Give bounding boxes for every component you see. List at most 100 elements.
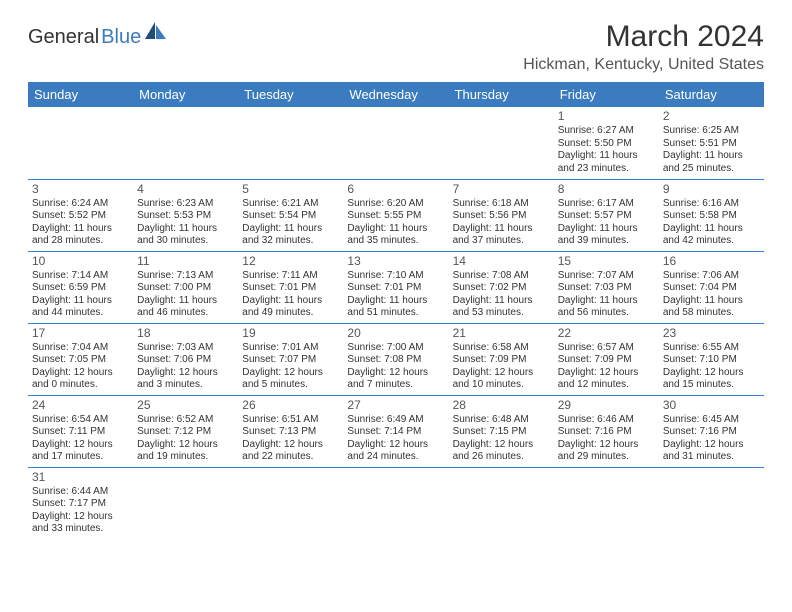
day-number: 17 (32, 326, 129, 341)
calendar-cell: 2Sunrise: 6:25 AMSunset: 5:51 PMDaylight… (659, 107, 764, 179)
day-detail: Daylight: 11 hours (558, 223, 655, 236)
calendar-cell (659, 467, 764, 539)
day-detail: Sunset: 7:09 PM (453, 354, 550, 367)
day-number: 27 (347, 398, 444, 413)
day-detail: Sunset: 5:58 PM (663, 210, 760, 223)
day-detail: Daylight: 11 hours (663, 150, 760, 163)
day-detail: Sunset: 6:59 PM (32, 282, 129, 295)
day-detail: Sunset: 7:04 PM (663, 282, 760, 295)
day-number: 2 (663, 109, 760, 124)
day-number: 28 (453, 398, 550, 413)
day-detail: Sunset: 7:05 PM (32, 354, 129, 367)
day-detail: Sunset: 7:00 PM (137, 282, 234, 295)
day-detail: Daylight: 11 hours (558, 150, 655, 163)
day-number: 30 (663, 398, 760, 413)
day-number: 7 (453, 182, 550, 197)
day-detail: Daylight: 12 hours (347, 439, 444, 452)
day-detail: Sunset: 7:17 PM (32, 498, 129, 511)
calendar-row: 1Sunrise: 6:27 AMSunset: 5:50 PMDaylight… (28, 107, 764, 179)
calendar-cell: 9Sunrise: 6:16 AMSunset: 5:58 PMDaylight… (659, 179, 764, 251)
calendar-cell: 29Sunrise: 6:46 AMSunset: 7:16 PMDayligh… (554, 395, 659, 467)
day-detail: and 25 minutes. (663, 163, 760, 176)
day-detail: and 30 minutes. (137, 235, 234, 248)
calendar-row: 10Sunrise: 7:14 AMSunset: 6:59 PMDayligh… (28, 251, 764, 323)
calendar-cell (343, 107, 448, 179)
day-number: 11 (137, 254, 234, 269)
calendar-cell: 12Sunrise: 7:11 AMSunset: 7:01 PMDayligh… (238, 251, 343, 323)
day-detail: Daylight: 12 hours (663, 367, 760, 380)
day-detail: and 22 minutes. (242, 451, 339, 464)
day-detail: Sunset: 7:09 PM (558, 354, 655, 367)
calendar-body: 1Sunrise: 6:27 AMSunset: 5:50 PMDaylight… (28, 107, 764, 539)
day-detail: Sunset: 5:53 PM (137, 210, 234, 223)
calendar-cell: 22Sunrise: 6:57 AMSunset: 7:09 PMDayligh… (554, 323, 659, 395)
calendar-cell: 31Sunrise: 6:44 AMSunset: 7:17 PMDayligh… (28, 467, 133, 539)
day-detail: and 53 minutes. (453, 307, 550, 320)
day-detail: and 33 minutes. (32, 523, 129, 536)
day-detail: Daylight: 12 hours (663, 439, 760, 452)
day-detail: and 17 minutes. (32, 451, 129, 464)
day-detail: Sunrise: 6:18 AM (453, 198, 550, 211)
day-detail: Daylight: 11 hours (453, 295, 550, 308)
day-detail: and 49 minutes. (242, 307, 339, 320)
day-number: 12 (242, 254, 339, 269)
calendar-cell (449, 107, 554, 179)
day-detail: and 35 minutes. (347, 235, 444, 248)
day-detail: Daylight: 11 hours (663, 223, 760, 236)
day-number: 22 (558, 326, 655, 341)
day-detail: Sunset: 7:01 PM (242, 282, 339, 295)
day-number: 25 (137, 398, 234, 413)
calendar-cell (238, 107, 343, 179)
weekday-header: Saturday (659, 82, 764, 107)
day-detail: Sunrise: 7:00 AM (347, 342, 444, 355)
calendar-cell: 6Sunrise: 6:20 AMSunset: 5:55 PMDaylight… (343, 179, 448, 251)
day-detail: Daylight: 11 hours (663, 295, 760, 308)
day-detail: Sunset: 7:06 PM (137, 354, 234, 367)
weekday-header: Wednesday (343, 82, 448, 107)
day-detail: and 5 minutes. (242, 379, 339, 392)
calendar-cell: 18Sunrise: 7:03 AMSunset: 7:06 PMDayligh… (133, 323, 238, 395)
day-detail: and 56 minutes. (558, 307, 655, 320)
day-detail: Daylight: 11 hours (347, 223, 444, 236)
day-detail: Sunset: 7:01 PM (347, 282, 444, 295)
day-detail: Sunrise: 7:04 AM (32, 342, 129, 355)
calendar-cell: 19Sunrise: 7:01 AMSunset: 7:07 PMDayligh… (238, 323, 343, 395)
day-number: 8 (558, 182, 655, 197)
day-detail: Sunrise: 6:17 AM (558, 198, 655, 211)
day-detail: Sunrise: 6:24 AM (32, 198, 129, 211)
day-detail: Daylight: 12 hours (558, 367, 655, 380)
day-detail: Daylight: 11 hours (242, 223, 339, 236)
day-number: 9 (663, 182, 760, 197)
day-detail: Sunrise: 6:51 AM (242, 414, 339, 427)
day-detail: Sunrise: 6:21 AM (242, 198, 339, 211)
day-detail: Daylight: 11 hours (32, 223, 129, 236)
day-number: 16 (663, 254, 760, 269)
month-title: March 2024 (523, 20, 764, 54)
calendar-cell (554, 467, 659, 539)
calendar-cell: 24Sunrise: 6:54 AMSunset: 7:11 PMDayligh… (28, 395, 133, 467)
calendar-cell: 25Sunrise: 6:52 AMSunset: 7:12 PMDayligh… (133, 395, 238, 467)
day-detail: Sunset: 7:08 PM (347, 354, 444, 367)
day-detail: Daylight: 11 hours (558, 295, 655, 308)
brand-part1: General (28, 26, 99, 49)
calendar-cell (133, 107, 238, 179)
day-detail: Sunrise: 6:54 AM (32, 414, 129, 427)
location: Hickman, Kentucky, United States (523, 56, 764, 74)
day-detail: Sunset: 5:50 PM (558, 138, 655, 151)
day-detail: and 26 minutes. (453, 451, 550, 464)
calendar-cell: 13Sunrise: 7:10 AMSunset: 7:01 PMDayligh… (343, 251, 448, 323)
title-block: March 2024 Hickman, Kentucky, United Sta… (523, 20, 764, 74)
day-detail: Daylight: 12 hours (137, 439, 234, 452)
day-number: 29 (558, 398, 655, 413)
calendar-cell: 17Sunrise: 7:04 AMSunset: 7:05 PMDayligh… (28, 323, 133, 395)
day-number: 26 (242, 398, 339, 413)
calendar-cell: 16Sunrise: 7:06 AMSunset: 7:04 PMDayligh… (659, 251, 764, 323)
day-detail: and 15 minutes. (663, 379, 760, 392)
day-detail: Sunset: 7:14 PM (347, 426, 444, 439)
day-detail: Daylight: 12 hours (453, 367, 550, 380)
day-detail: and 24 minutes. (347, 451, 444, 464)
day-detail: and 3 minutes. (137, 379, 234, 392)
day-detail: Sunrise: 6:46 AM (558, 414, 655, 427)
day-detail: and 10 minutes. (453, 379, 550, 392)
calendar-table: SundayMondayTuesdayWednesdayThursdayFrid… (28, 82, 764, 539)
